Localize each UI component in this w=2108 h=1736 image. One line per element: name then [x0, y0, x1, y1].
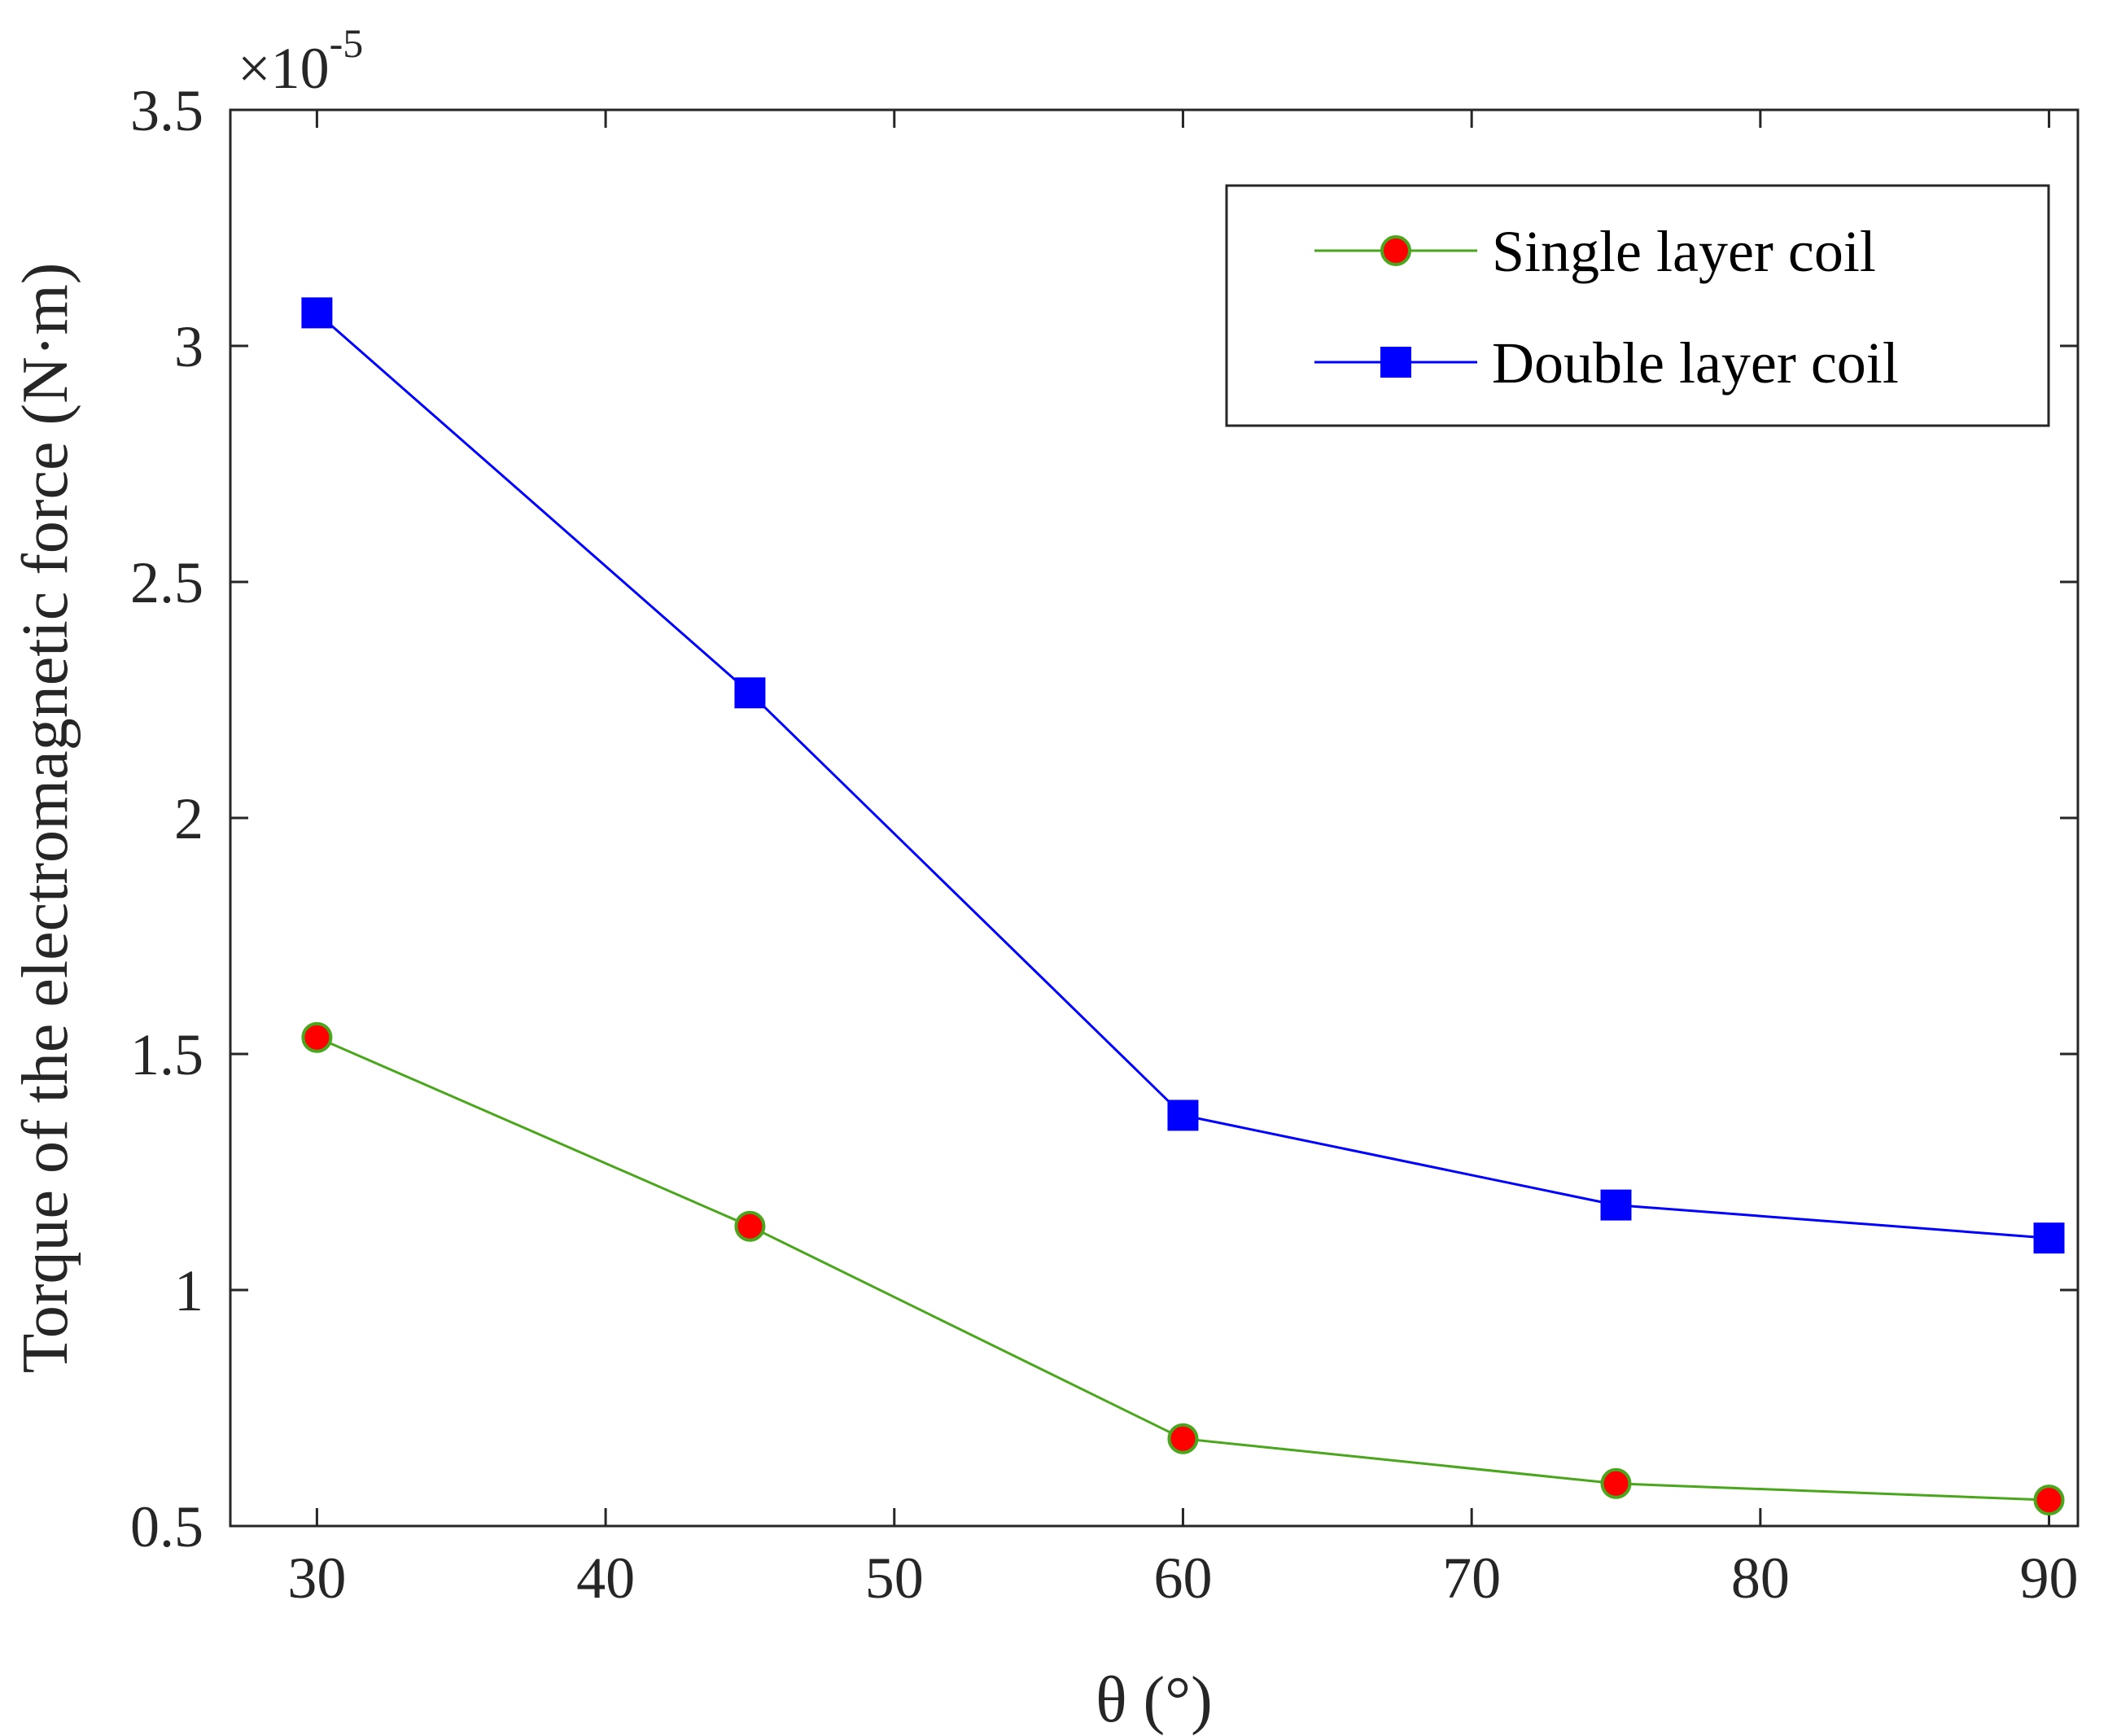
- series-markers: [301, 297, 2065, 1516]
- y-exponent-base: ×10: [238, 36, 330, 101]
- x-tick-label: 30: [287, 1546, 346, 1611]
- plot-area-frame: [229, 108, 2080, 1528]
- series-line-double-layer-coil: [316, 312, 2049, 1240]
- data-point-single-layer-coil: [1167, 1423, 1199, 1454]
- y-tick-label: 3.5: [130, 78, 203, 143]
- x-tick-label: 80: [1731, 1546, 1790, 1611]
- data-point-double-layer-coil: [1600, 1189, 1632, 1221]
- y-tick-label: 3: [174, 314, 203, 379]
- data-point-double-layer-coil: [734, 677, 766, 709]
- legend: Single layer coil Double layer coil: [1225, 184, 2050, 427]
- x-tick-label: 70: [1442, 1546, 1501, 1611]
- y-exponent-label: ×10-5: [238, 20, 363, 101]
- data-point-double-layer-coil: [1167, 1100, 1199, 1131]
- legend-marker-single-layer: [1380, 235, 1411, 266]
- y-tick-label: 1: [174, 1258, 203, 1323]
- legend-label-double-layer: Double layer coil: [1492, 330, 1899, 396]
- series-lines: [316, 312, 2049, 1502]
- data-point-single-layer-coil: [301, 1021, 333, 1053]
- x-tick-label: 60: [1153, 1546, 1212, 1611]
- x-tick-label: 50: [865, 1546, 924, 1611]
- data-point-double-layer-coil: [301, 297, 333, 329]
- y-tick-label: 2.5: [130, 550, 203, 615]
- y-tick-label: 0.5: [130, 1494, 203, 1559]
- legend-marker-double-layer: [1380, 347, 1411, 378]
- axis-tick-labels: 30 40 50 60 70 80 90 0.5 1 1.5 2 2.5 3 3.5: [130, 78, 2079, 1611]
- x-tick-label: 90: [2020, 1546, 2079, 1611]
- data-point-single-layer-coil: [1600, 1467, 1632, 1499]
- y-axis-title: Torque of the electromagnetic force (N·m…: [10, 263, 81, 1374]
- data-point-double-layer-coil: [2033, 1222, 2065, 1254]
- x-axis-title: θ (°): [1096, 1664, 1213, 1736]
- data-point-single-layer-coil: [2033, 1485, 2065, 1516]
- data-point-single-layer-coil: [734, 1210, 766, 1242]
- legend-box: [1225, 184, 2050, 427]
- axis-ticks: [230, 108, 2078, 1528]
- y-tick-label: 1.5: [130, 1022, 203, 1087]
- y-tick-label: 2: [174, 786, 203, 851]
- y-exponent-power: -5: [330, 20, 364, 66]
- x-tick-label: 40: [576, 1546, 635, 1611]
- legend-label-single-layer: Single layer coil: [1492, 219, 1876, 284]
